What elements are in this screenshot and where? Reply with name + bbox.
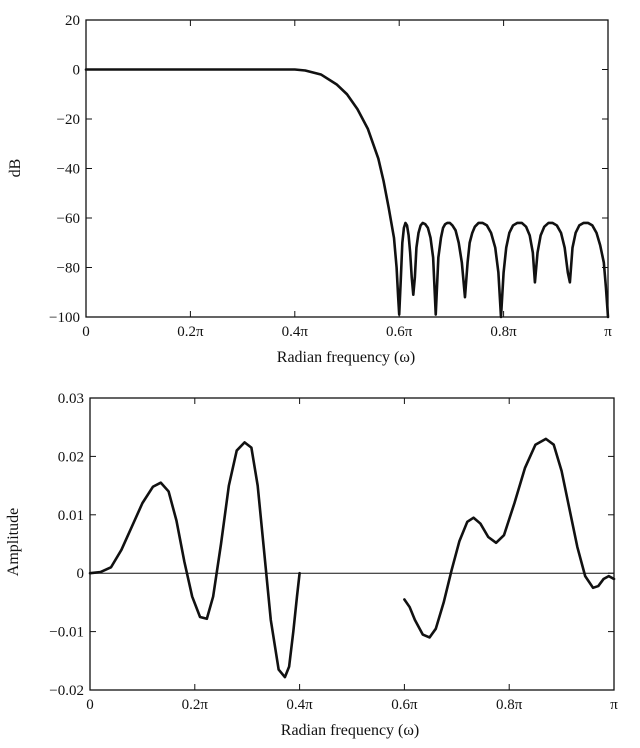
x-tick-label: 0.6π: [391, 697, 418, 713]
y-tick-label: −100: [49, 310, 80, 326]
y-tick-label: −40: [57, 162, 80, 178]
y-tick-label: −0.02: [49, 683, 84, 699]
x-tick-label: 0.8π: [490, 324, 517, 340]
y-tick-label: 0.03: [58, 391, 84, 407]
x-axis-label: Radian frequency (ω): [281, 722, 419, 739]
x-tick-label: 0.6π: [386, 324, 413, 340]
y-tick-label: −0.01: [49, 625, 84, 641]
x-tick-label: 0.4π: [282, 324, 309, 340]
y-tick-label: −20: [57, 112, 80, 128]
series-line: [88, 441, 301, 679]
y-tick-label: 0: [77, 566, 85, 582]
x-tick-label: π: [604, 324, 612, 340]
y-tick-label: 0: [73, 63, 81, 79]
x-tick-label: π: [610, 697, 618, 713]
series-layer: [84, 68, 610, 319]
y-tick-label: 0.02: [58, 449, 84, 465]
series-layer: [88, 437, 616, 679]
y-tick-label: 20: [65, 13, 80, 29]
y-axis-label: Amplitude: [5, 508, 22, 576]
tick-layer: 0 0.2π 0.4π 0.6π 0.8π π 20 0 −20 −40 −60 −80 −100: [49, 13, 612, 340]
plot-area: [85, 19, 609, 318]
x-axis-label: Radian frequency (ω): [277, 349, 415, 366]
series-line: [403, 437, 616, 639]
chart-amplitude: 0 0.2π 0.4π 0.6π 0.8π π 0.03 0.02 0.01 0 −0.01 −0.0…: [5, 391, 618, 739]
plot-frame: [85, 19, 609, 318]
series-line: [84, 68, 610, 319]
x-tick-label: 0: [82, 324, 90, 340]
x-tick-label: 0: [86, 697, 94, 713]
plot-area: [89, 397, 615, 691]
y-axis-label: dB: [7, 159, 24, 178]
y-tick-label: −60: [57, 211, 80, 227]
plot-frame: [89, 397, 615, 691]
y-tick-label: −80: [57, 261, 80, 277]
tick-layer: 0 0.2π 0.4π 0.6π 0.8π π 0.03 0.02 0.01 0 −0.01 −0.0…: [49, 391, 618, 713]
x-tick-label: 0.4π: [286, 697, 313, 713]
x-tick-label: 0.8π: [496, 697, 523, 713]
y-tick-label: 0.01: [58, 508, 84, 524]
x-tick-label: 0.2π: [182, 697, 209, 713]
x-tick-label: 0.2π: [177, 324, 204, 340]
chart-magnitude-db: 0 0.2π 0.4π 0.6π 0.8π π 20 0 −20 −40 −60 −80 −100 Ra…: [7, 13, 612, 366]
